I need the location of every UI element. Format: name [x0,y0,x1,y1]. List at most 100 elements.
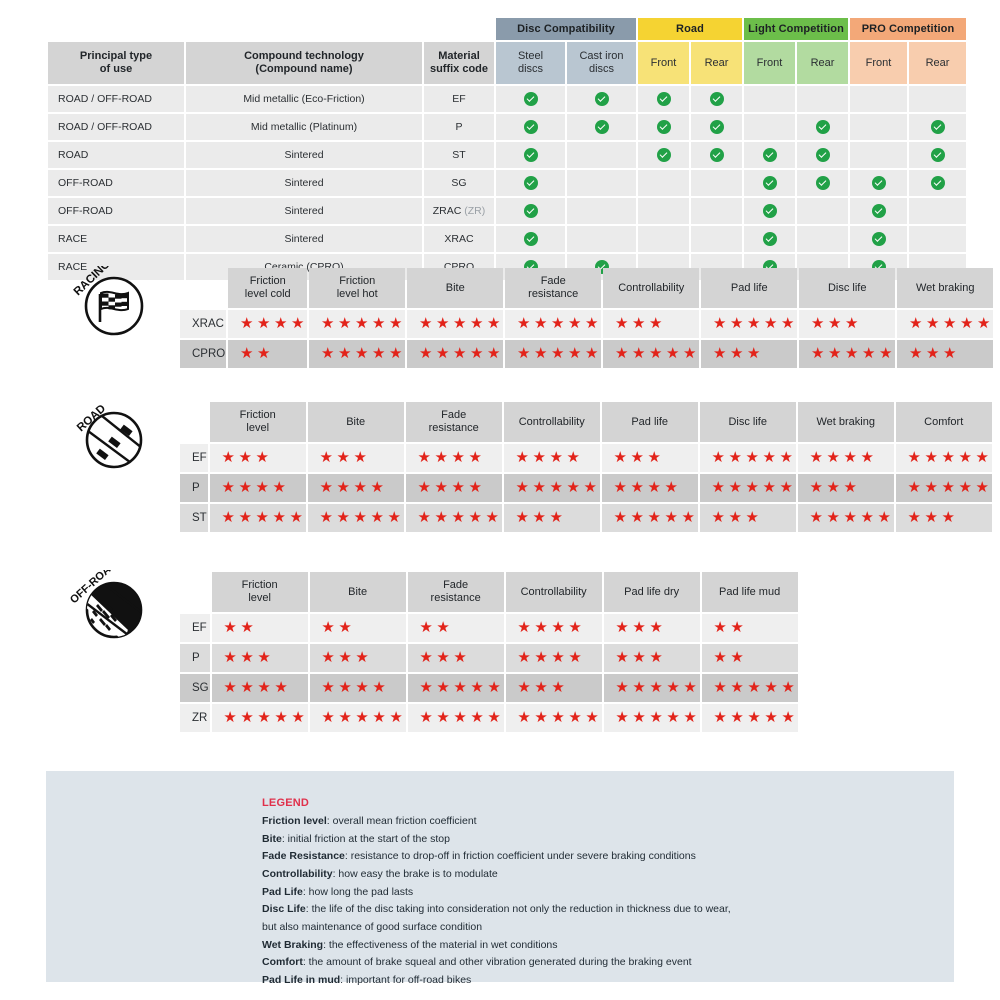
star-icon: ★ [747,679,761,696]
star-icon: ★ [338,649,352,666]
cell-road-rear [691,86,742,112]
col-label-line2: resistance [430,592,481,604]
star-icon: ★ [223,679,237,696]
star-icon: ★ [389,315,403,332]
cell-pro-rear [909,142,966,168]
cell-pro-front [850,114,907,140]
offroad-rating-sg-controllability: ★ ★ ★ [505,674,602,702]
road-col-comfort: Comfort [895,402,992,442]
legend-description: : initial friction at the start of the s… [281,832,450,845]
star-icon: ★ [434,479,448,496]
legend-term: Pad Life [262,885,303,898]
col-label-line1: Pad life dry [624,585,680,598]
star-icon: ★ [468,509,482,526]
group-header-pro-competition: PRO Competition [850,18,966,40]
star-icon: ★ [860,509,874,526]
star-icon: ★ [762,479,776,496]
cell-light-front [744,114,795,140]
star-icon: ★ [747,345,761,362]
star-icon: ★ [647,449,661,466]
road-table-body: EF ★ ★ ★ ★ ★ ★ ★ ★ ★ ★ ★ ★ ★ ★ ★ ★ ★ ★ ★ ★ ★ ★ ★ ★ ★ ★ ★ ★ ★ ★ ★ P ★ ★ ★ ★ ★ ★… [180,444,992,532]
star-icon: ★ [240,649,254,666]
offroad-rating-p-friction-level: ★ ★ ★ [211,644,308,672]
star-icon: ★ [319,509,333,526]
star-icon: ★ [615,345,629,362]
offroad-rating-zr-fade-resistance: ★ ★ ★ ★ ★ [407,704,504,732]
legend-description: : resistance to drop-off in friction coe… [344,850,696,863]
col-light-rear: Rear [797,42,848,84]
road-rating-ef-wet-braking: ★ ★ ★ ★ [797,444,894,472]
col-label-line1: Fade [441,409,467,422]
check-icon [523,120,538,134]
road-col-friction-level: Friction level [209,402,306,442]
compatibility-table: Disc Compatibility Road Light Competitio… [46,16,968,282]
cell-steel-discs [496,226,565,252]
star-icon: ★ [336,509,350,526]
star-icon: ★ [515,449,529,466]
col-pro-front: Front [850,42,907,84]
star-icon: ★ [613,479,627,496]
star-icon: ★ [223,709,237,726]
check-icon [815,148,830,162]
road-col-controllability: Controllability [503,402,600,442]
compatibility-table-body: ROAD / OFF-ROAD Mid metallic (Eco-Frictio… [48,86,966,280]
star-icon: ★ [926,315,940,332]
cell-pro-rear [909,114,966,140]
check-icon [930,148,945,162]
cell-road-front [638,86,689,112]
offroad-rating-ef-fade-resistance: ★ ★ [407,614,504,642]
cell-road-front [638,142,689,168]
star-icon: ★ [613,509,627,526]
table-row: P ★ ★ ★ ★ ★ ★ ★ ★ ★ ★ ★ ★ ★ ★ ★ ★ ★ ★ ★ ★ ★ ★ ★ ★ ★ ★ ★ ★ ★ ★ ★ ★ ★ ★ [180,474,992,502]
star-icon: ★ [879,345,893,362]
cell-light-rear [797,86,848,112]
legend-description: : how long the pad lasts [302,885,414,898]
road-rating-st-friction-level: ★ ★ ★ ★ ★ [209,504,306,532]
star-icon: ★ [517,709,531,726]
table-row: CPRO ★ ★ ★ ★ ★ ★ ★ ★ ★ ★ ★ ★ ★ ★ ★ ★ ★ ★ ★ ★ ★ ★ ★ ★ ★ ★ ★ ★ ★ ★ ★ ★ ★ [180,340,994,368]
star-icon: ★ [647,479,661,496]
road-rating-p-wet-braking: ★ ★ ★ [797,474,894,502]
road-rating-ef-fade-resistance: ★ ★ ★ ★ [405,444,502,472]
offroad-rating-sg-pad-life-mud: ★ ★ ★ ★ ★ [701,674,798,702]
star-icon: ★ [353,449,367,466]
star-icon: ★ [355,679,369,696]
star-icon: ★ [566,479,580,496]
star-icon: ★ [977,315,991,332]
legend-term: Pad Life in mud [262,974,341,987]
star-icon: ★ [257,315,271,332]
star-icon: ★ [713,679,727,696]
star-icon: ★ [355,315,369,332]
check-icon [815,120,830,134]
cell-steel-discs [496,198,565,224]
offroad-rating-ef-controllability: ★ ★ ★ ★ [505,614,602,642]
star-icon: ★ [730,345,744,362]
star-icon: ★ [468,479,482,496]
cell-steel-discs [496,86,565,112]
star-icon: ★ [664,509,678,526]
offroad-table: Friction level Bite Fade resistance Controlla… [178,570,800,734]
star-icon: ★ [551,619,565,636]
col-label-line2: level hot [336,288,378,300]
star-icon: ★ [664,479,678,496]
star-icon: ★ [862,345,876,362]
star-icon: ★ [485,509,499,526]
legend-entry: Comfort: the amount of brake squeal and … [262,955,731,969]
table-row: P ★ ★ ★ ★ ★ ★ ★ ★ ★ ★ ★ ★ ★ ★ ★ ★ ★ ★ [180,644,798,672]
cell-cast-iron-discs [567,114,636,140]
cell-road-rear [691,170,742,196]
star-icon: ★ [534,345,548,362]
star-icon: ★ [321,649,335,666]
cell-compound-technology: Sintered [186,226,422,252]
cell-material-suffix-code: XRAC [424,226,494,252]
table-row: EF ★ ★ ★ ★ ★ ★ ★ ★ ★ ★ ★ ★ ★ ★ ★ ★ ★ ★ ★ ★ ★ ★ ★ ★ ★ ★ ★ ★ ★ ★ ★ [180,444,992,472]
table-row: RACE Sintered XRAC [48,226,966,252]
col-label-line2: resistance [428,422,479,434]
star-icon: ★ [615,315,629,332]
star-icon: ★ [583,479,597,496]
legend-term: Fade Resistance [262,850,345,863]
star-icon: ★ [568,709,582,726]
road-row-label-st: ST [180,504,208,532]
road-rating-st-wet-braking: ★ ★ ★ ★ ★ [797,504,894,532]
star-icon: ★ [877,509,891,526]
